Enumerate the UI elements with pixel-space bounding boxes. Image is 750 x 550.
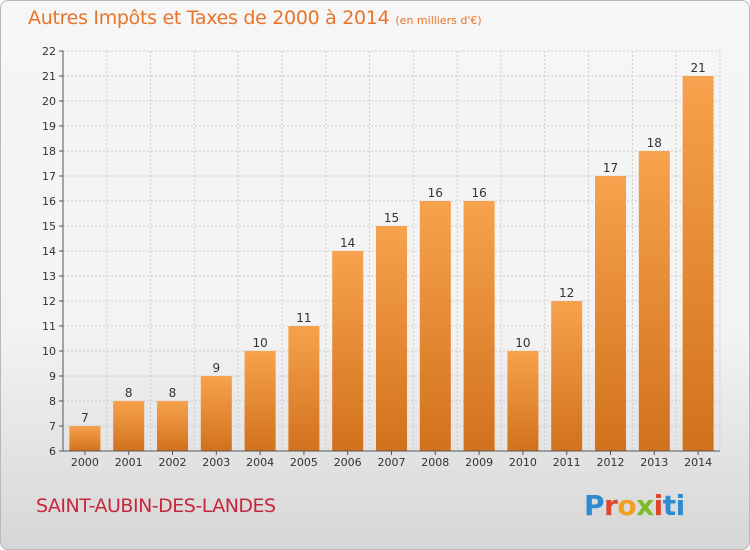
bar-value-label: 16	[471, 186, 486, 200]
y-tick-label: 21	[42, 70, 56, 83]
y-tick-label: 14	[42, 245, 56, 258]
bar-value-label: 11	[296, 311, 311, 325]
bar[interactable]	[551, 301, 583, 451]
y-tick-label: 6	[49, 445, 56, 458]
bar[interactable]	[157, 401, 188, 451]
x-tick-label: 2011	[553, 456, 581, 469]
label-layer: 7 2000 8 2001 8 2002 9 2003 10 2004 11 2005 14 2006 15…	[71, 61, 712, 469]
bar-value-label: 7	[81, 411, 89, 425]
y-tick-label: 8	[49, 395, 56, 408]
x-tick-label: 2001	[115, 456, 143, 469]
bar[interactable]	[682, 76, 714, 451]
bar-value-label: 10	[252, 336, 267, 350]
bar[interactable]	[244, 351, 276, 451]
bar-value-label: 14	[340, 236, 355, 250]
bar[interactable]	[376, 226, 407, 451]
y-tick-label: 7	[49, 420, 56, 433]
bar[interactable]	[113, 401, 145, 451]
logo-letter: t	[662, 489, 676, 522]
x-tick-label: 2003	[202, 456, 230, 469]
bar-value-label: 12	[559, 286, 574, 300]
bar[interactable]	[507, 351, 539, 451]
chart-subtitle: (en milliers d'€)	[395, 14, 482, 27]
y-tick-label: 20	[42, 95, 56, 108]
x-tick-label: 2012	[597, 456, 625, 469]
bar-value-label: 8	[125, 386, 133, 400]
x-tick-label: 2005	[290, 456, 318, 469]
x-tick-label: 2013	[640, 456, 668, 469]
bar[interactable]	[332, 251, 364, 451]
proxiti-logo[interactable]: Proxiti	[584, 489, 685, 522]
bar-value-label: 15	[384, 211, 399, 225]
bar-value-label: 16	[428, 186, 443, 200]
bar[interactable]	[419, 201, 451, 451]
y-tick-label: 16	[42, 195, 56, 208]
bar-value-label: 10	[515, 336, 530, 350]
y-tick-label: 19	[42, 120, 56, 133]
commune-name: SAINT-AUBIN-DES-LANDES	[36, 495, 276, 517]
x-tick-label: 2004	[246, 456, 274, 469]
bar[interactable]	[595, 176, 626, 451]
bar-value-label: 17	[603, 161, 618, 175]
x-tick-label: 2008	[421, 456, 449, 469]
logo-letter: o	[617, 489, 637, 522]
x-tick-label: 2014	[684, 456, 712, 469]
bar[interactable]	[200, 376, 232, 451]
y-tick-label: 9	[49, 370, 56, 383]
bar-value-label: 18	[647, 136, 662, 150]
bar[interactable]	[638, 151, 670, 451]
logo-letter: r	[604, 489, 618, 522]
axis-layer: 6 7 8 9 10 11 12 13 14 15 16 17 18 19 20 21 22	[42, 45, 720, 458]
x-tick-label: 2000	[71, 456, 99, 469]
y-tick-label: 15	[42, 220, 56, 233]
logo-letter: P	[584, 489, 605, 522]
x-tick-label: 2009	[465, 456, 493, 469]
logo-letter: i	[675, 489, 686, 522]
bar-value-label: 8	[169, 386, 177, 400]
y-tick-label: 10	[42, 345, 56, 358]
y-tick-label: 17	[42, 170, 56, 183]
logo-letter: i	[653, 489, 664, 522]
bar-value-label: 9	[212, 361, 220, 375]
x-tick-label: 2010	[509, 456, 537, 469]
x-tick-label: 2002	[159, 456, 187, 469]
bar-value-label: 21	[690, 61, 705, 75]
bar[interactable]	[69, 426, 101, 451]
y-tick-label: 11	[42, 320, 56, 333]
x-tick-label: 2006	[334, 456, 362, 469]
x-tick-label: 2007	[378, 456, 406, 469]
logo-letter: x	[636, 489, 654, 522]
bar-layer	[69, 76, 714, 451]
chart-title-text: Autres Impôts et Taxes de 2000 à 2014	[28, 7, 390, 29]
y-tick-label: 13	[42, 270, 56, 283]
y-tick-label: 22	[42, 45, 56, 58]
y-tick-label: 12	[42, 295, 56, 308]
bar[interactable]	[463, 201, 495, 451]
y-tick-label: 18	[42, 145, 56, 158]
chart-title: Autres Impôts et Taxes de 2000 à 2014 (en…	[28, 7, 482, 29]
bar[interactable]	[288, 326, 320, 451]
